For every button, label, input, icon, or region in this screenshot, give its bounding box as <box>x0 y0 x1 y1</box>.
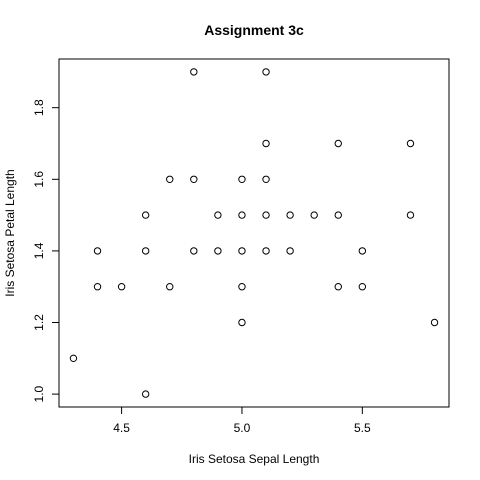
data-point <box>310 211 318 219</box>
data-point <box>286 211 294 219</box>
data-point <box>190 68 198 76</box>
data-point <box>166 283 174 291</box>
data-point <box>262 175 270 183</box>
plot-frame <box>58 58 450 408</box>
x-axis: 4.5 5.0 5.5 <box>113 407 371 435</box>
data-point <box>238 318 246 327</box>
data-point <box>93 247 102 255</box>
y-tick-label: 1.8 <box>32 99 46 116</box>
data-point <box>358 247 367 255</box>
data-point <box>190 247 198 255</box>
data-point <box>93 283 102 291</box>
data-point <box>117 283 126 291</box>
chart-title: Assignment 3c <box>204 22 304 38</box>
data-point <box>430 318 439 327</box>
data-point <box>358 283 367 291</box>
y-axis-label: Iris Setosa Petal Length <box>3 169 17 296</box>
x-tick-label: 4.5 <box>113 421 130 435</box>
x-axis-label: Iris Setosa Sepal Length <box>189 452 320 466</box>
data-point <box>141 390 150 398</box>
data-point <box>141 247 150 255</box>
y-tick-label: 1.6 <box>32 171 46 188</box>
data-point <box>238 283 246 291</box>
data-point <box>262 139 270 148</box>
data-points <box>69 68 439 398</box>
data-point <box>214 247 222 255</box>
data-point <box>238 175 246 183</box>
y-tick-label: 1.0 <box>32 385 46 402</box>
data-point <box>262 211 270 219</box>
data-point <box>334 211 342 219</box>
data-point <box>262 247 270 255</box>
data-point <box>334 139 342 148</box>
data-point <box>334 283 342 291</box>
y-tick-label: 1.4 <box>32 242 46 259</box>
data-point <box>214 211 222 219</box>
y-axis: 1.0 1.2 1.4 1.6 1.8 <box>32 99 59 402</box>
data-point <box>406 211 415 219</box>
data-point <box>141 211 150 219</box>
data-point <box>262 68 270 76</box>
x-tick-label: 5.0 <box>234 421 251 435</box>
data-point <box>69 354 78 363</box>
data-point <box>238 211 246 219</box>
y-tick-label: 1.2 <box>32 314 46 331</box>
x-tick-label: 5.5 <box>354 421 371 435</box>
data-point <box>166 175 174 183</box>
data-point <box>238 247 246 255</box>
data-point <box>406 139 415 148</box>
data-point <box>286 247 294 255</box>
data-point <box>190 175 198 183</box>
